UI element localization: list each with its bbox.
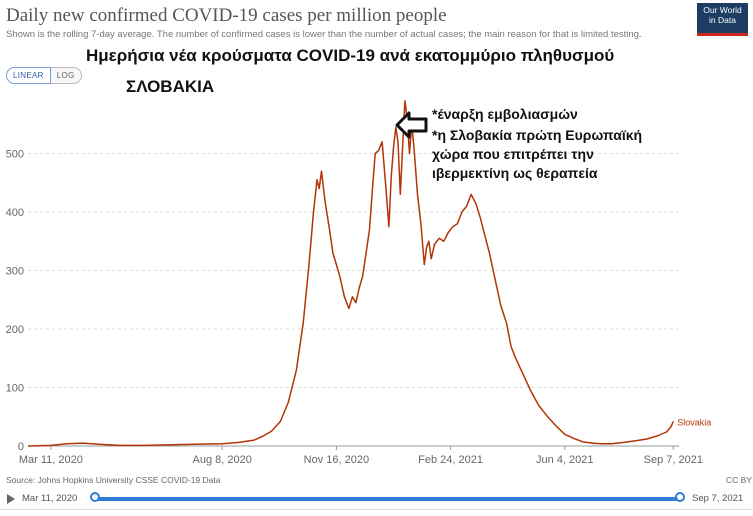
annotation-arrow — [395, 111, 428, 139]
log-scale-button[interactable]: LOG — [50, 67, 82, 84]
scale-toggle: LINEAR LOG — [6, 67, 82, 84]
x-tick-label: Jun 4, 2021 — [536, 454, 594, 466]
chart-title: Daily new confirmed COVID-19 cases per m… — [6, 5, 447, 26]
annotation-vaccination: *έναρξη εμβολιασμών — [432, 106, 578, 122]
logo-line-2: in Data — [709, 15, 736, 25]
series-layer: Slovakia — [27, 100, 711, 447]
timeline-end-label: Sep 7, 2021 — [692, 493, 744, 504]
line-chart: 0 100 200 300 400 500 Mar 11, 2020 Aug 8, 2020… — [6, 100, 711, 466]
x-tick-label: Feb 24, 2021 — [418, 454, 483, 466]
play-icon[interactable] — [7, 494, 15, 504]
overlay-country: ΣΛΟΒΑΚΙΑ — [126, 77, 215, 96]
timeline-end-handle[interactable] — [675, 492, 685, 502]
x-tick-label: Aug 8, 2020 — [192, 454, 251, 466]
annotation-ivermectin-line-1: *η Σλοβακία πρώτη Ευρωπαϊκή — [432, 127, 643, 143]
y-tick-label: 300 — [6, 266, 24, 278]
source-note[interactable]: Source: Johns Hopkins University CSSE CO… — [6, 475, 221, 485]
overlay-title: Ημερήσια νέα κρούσματα COVID-19 ανά εκατ… — [86, 46, 615, 65]
linear-scale-button[interactable]: LINEAR — [6, 67, 51, 84]
chart-subtitle: Shown is the rolling 7-day average. The … — [6, 29, 642, 40]
series-line-slovakia[interactable] — [27, 100, 674, 447]
x-axis-ticks: Mar 11, 2020 Aug 8, 2020 Nov 16, 2020 Feb 2… — [19, 446, 703, 466]
timeline-start-handle[interactable] — [90, 492, 100, 502]
timeline-track[interactable] — [95, 497, 680, 501]
annotation-ivermectin-line-3: ιβερμεκτίνη ως θεραπεία — [432, 165, 598, 181]
annotation-ivermectin-line-2: χώρα που επιτρέπει την — [432, 146, 594, 162]
x-tick-label: Mar 11, 2020 — [19, 454, 83, 466]
series-label-slovakia[interactable]: Slovakia — [677, 417, 711, 427]
y-tick-label: 100 — [6, 383, 24, 395]
logo-line-1: Our World — [703, 5, 742, 15]
timeline-start-label: Mar 11, 2020 — [22, 493, 78, 504]
y-tick-label: 0 — [18, 441, 24, 453]
y-axis-ticks: 0 100 200 300 400 500 — [6, 149, 24, 454]
x-tick-label: Nov 16, 2020 — [304, 454, 369, 466]
y-tick-label: 500 — [6, 149, 24, 161]
timeline: Mar 11, 2020 Sep 7, 2021 — [0, 490, 753, 508]
x-tick-label: Sep 7, 2021 — [644, 454, 703, 466]
arrow-left-icon — [395, 111, 428, 139]
y-tick-label: 400 — [6, 207, 24, 219]
y-tick-label: 200 — [6, 324, 24, 336]
owid-logo[interactable]: Our World in Data — [697, 3, 748, 36]
license-link[interactable]: CC BY — [726, 475, 752, 485]
bottom-divider — [0, 509, 753, 516]
